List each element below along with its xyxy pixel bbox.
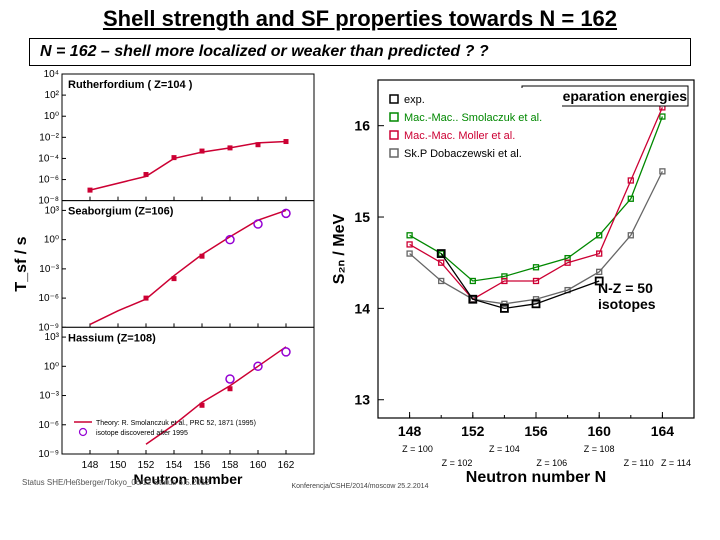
svg-text:10⁰: 10⁰ (44, 361, 59, 372)
svg-text:10⁻⁴: 10⁻⁴ (38, 153, 59, 164)
svg-text:10⁰: 10⁰ (44, 111, 59, 122)
svg-text:T_sf / s: T_sf / s (13, 236, 30, 291)
annotation-nz50: N-Z = 50 isotopes (598, 280, 694, 312)
svg-text:Theory: R. Smolanczuk et al.,: Theory: R. Smolanczuk et al., PRC 52, 18… (96, 420, 256, 427)
svg-text:exp.: exp. (404, 94, 425, 106)
svg-text:Z = 102: Z = 102 (442, 458, 473, 468)
svg-text:Sk.P Dobaczewski et al.: Sk.P Dobaczewski et al. (404, 148, 522, 160)
svg-text:Z = 106: Z = 106 (536, 458, 567, 468)
svg-text:156: 156 (524, 423, 548, 439)
svg-text:16: 16 (354, 118, 370, 134)
svg-text:152: 152 (138, 460, 155, 471)
left-chart: 10⁻⁸10⁻⁶10⁻⁴10⁻²10⁰10²10⁴Rutherfordium (… (12, 70, 322, 488)
svg-text:10³: 10³ (45, 205, 60, 216)
svg-text:150: 150 (110, 460, 127, 471)
svg-text:10²: 10² (45, 90, 60, 101)
svg-text:152: 152 (461, 423, 485, 439)
svg-text:Hassium (Z=108): Hassium (Z=108) (68, 332, 156, 344)
svg-text:Z = 110: Z = 110 (624, 458, 654, 468)
svg-text:Mac.-Mac. Moller et al.: Mac.-Mac. Moller et al. (404, 130, 515, 142)
svg-text:10⁰: 10⁰ (44, 235, 59, 246)
svg-text:148: 148 (398, 423, 422, 439)
svg-text:10⁻⁶: 10⁻⁶ (38, 293, 59, 304)
charts-row: 10⁻⁸10⁻⁶10⁻⁴10⁻²10⁰10²10⁴Rutherfordium (… (12, 70, 708, 488)
svg-text:10⁻⁶: 10⁻⁶ (38, 175, 59, 186)
svg-text:162: 162 (278, 460, 295, 471)
svg-text:10⁻⁹: 10⁻⁹ (38, 449, 59, 460)
page-title: Shell strength and SF properties towards… (12, 6, 708, 32)
svg-text:10⁻⁶: 10⁻⁶ (38, 420, 59, 431)
svg-text:154: 154 (166, 460, 183, 471)
svg-text:Z = 108: Z = 108 (584, 444, 615, 454)
svg-text:Mac.-Mac.. Smolaczuk et al.: Mac.-Mac.. Smolaczuk et al. (404, 112, 542, 124)
svg-text:S₂ₙ / MeV: S₂ₙ / MeV (331, 213, 348, 284)
svg-text:160: 160 (250, 460, 267, 471)
subtitle-box: N = 162 – shell more localized or weaker… (29, 38, 691, 66)
svg-text:10⁻³: 10⁻³ (39, 391, 59, 402)
svg-text:14: 14 (354, 300, 370, 316)
svg-text:10⁻³: 10⁻³ (39, 264, 59, 275)
subtitle-text: N = 162 – shell more localized or weaker… (40, 43, 680, 61)
svg-text:158: 158 (222, 460, 239, 471)
svg-text:Seaborgium (Z=106): Seaborgium (Z=106) (68, 206, 174, 218)
svg-text:148: 148 (82, 460, 99, 471)
svg-text:10⁴: 10⁴ (44, 70, 59, 80)
svg-text:isotope discovered after 1995: isotope discovered after 1995 (96, 430, 188, 437)
svg-text:156: 156 (194, 460, 211, 471)
svg-text:Z = 100: Z = 100 (402, 444, 433, 454)
svg-text:Rutherfordium ( Z=104 ): Rutherfordium ( Z=104 ) (68, 79, 193, 91)
svg-text:Neutron number N: Neutron number N (466, 469, 606, 486)
svg-text:Z = 114: Z = 114 (661, 458, 691, 468)
svg-text:10³: 10³ (45, 332, 60, 343)
svg-text:13: 13 (354, 392, 370, 408)
svg-text:Z = 104: Z = 104 (489, 444, 520, 454)
svg-text:15: 15 (354, 209, 370, 225)
svg-text:160: 160 (588, 423, 612, 439)
right-chart: 148152156160164131415162n - separation e… (326, 70, 708, 488)
svg-text:164: 164 (651, 423, 675, 439)
svg-text:10⁻²: 10⁻² (39, 132, 59, 143)
